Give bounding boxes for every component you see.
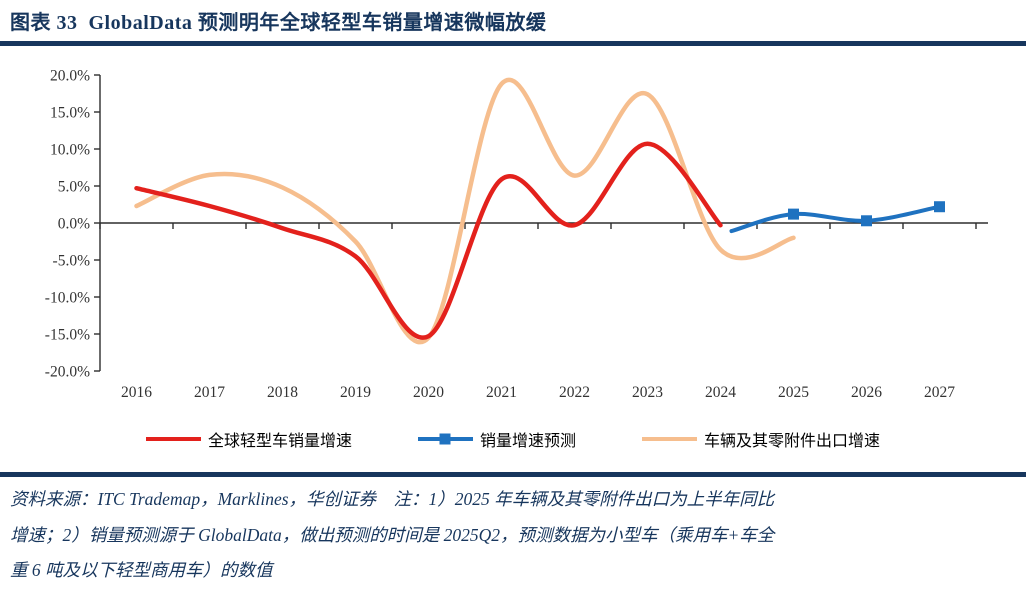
svg-text:-20.0%: -20.0% xyxy=(45,364,90,381)
svg-text:20.0%: 20.0% xyxy=(50,68,90,85)
legend-item-forecast: 销量增速预测 xyxy=(417,427,576,451)
svg-text:-15.0%: -15.0% xyxy=(45,327,90,344)
source-note-line-2: 增速；2）销量预测源于 GlobalData，做出预测的时间是 2025Q2，预… xyxy=(10,524,775,545)
svg-text:2020: 2020 xyxy=(413,384,444,401)
source-note: 资料来源：ITC Trademap，Marklines，华创证券 注：1）202… xyxy=(10,482,1018,589)
legend-label-actual-sales: 全球轻型车销量增速 xyxy=(207,433,352,450)
legend-label-exports: 车辆及其零附件出口增速 xyxy=(704,433,881,450)
chart-canvas: 20.0% 15.0% 10.0% 5.0% 0.0% -5.0% -10.0% -15.0%… xyxy=(45,68,988,401)
svg-text:5.0%: 5.0% xyxy=(58,179,90,196)
legend-item-actual-sales: 全球轻型车销量增速 xyxy=(145,427,352,451)
source-note-line-3: 重 6 吨及以下轻型商用车）的数值 xyxy=(10,560,273,580)
svg-text:2017: 2017 xyxy=(194,384,225,401)
title-underline xyxy=(0,41,1026,46)
svg-text:-10.0%: -10.0% xyxy=(45,290,90,307)
chart-legend: 全球轻型车销量增速 销量增速预测 车辆及其零附件出口增速 xyxy=(0,427,1026,451)
svg-text:2022: 2022 xyxy=(559,384,590,401)
svg-text:2026: 2026 xyxy=(851,384,882,401)
svg-text:2027: 2027 xyxy=(924,384,955,401)
svg-text:2024: 2024 xyxy=(705,384,736,401)
svg-text:0.0%: 0.0% xyxy=(58,216,90,233)
svg-text:2021: 2021 xyxy=(486,384,517,401)
svg-text:10.0%: 10.0% xyxy=(50,142,90,159)
legend-line-red xyxy=(145,437,201,441)
figure-title: 图表 33 GlobalData 预测明年全球轻型车销量增速微幅放缓 xyxy=(10,12,547,34)
legend-item-exports: 车辆及其零附件出口增速 xyxy=(642,427,880,451)
legend-line-blue xyxy=(417,433,473,445)
source-note-line-1: 资料来源：ITC Trademap，Marklines，华创证券 注：1）202… xyxy=(10,489,775,509)
svg-text:2018: 2018 xyxy=(267,384,298,401)
svg-text:-5.0%: -5.0% xyxy=(53,253,91,270)
svg-text:2016: 2016 xyxy=(121,384,152,401)
legend-square-marker-icon xyxy=(439,433,451,445)
legend-label-forecast: 销量增速预测 xyxy=(479,433,576,450)
svg-text:2025: 2025 xyxy=(778,384,809,401)
svg-text:15.0%: 15.0% xyxy=(50,105,90,122)
svg-text:2023: 2023 xyxy=(632,384,663,401)
legend-line-orange xyxy=(642,437,697,441)
footer-separator xyxy=(0,472,1026,477)
svg-text:2019: 2019 xyxy=(340,384,371,401)
